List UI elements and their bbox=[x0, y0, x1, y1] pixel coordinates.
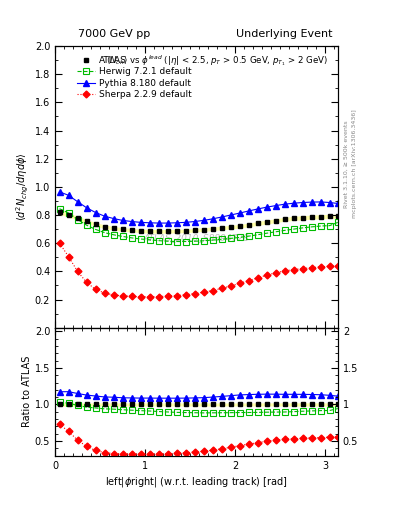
Text: Rivet 3.1.10, ≥ 500k events: Rivet 3.1.10, ≥ 500k events bbox=[344, 120, 349, 208]
Text: mcplots.cern.ch [arXiv:1306.3436]: mcplots.cern.ch [arXiv:1306.3436] bbox=[352, 110, 357, 218]
Y-axis label: $\langle d^2 N_{chg}/d\eta d\phi \rangle$: $\langle d^2 N_{chg}/d\eta d\phi \rangle… bbox=[15, 153, 31, 221]
Y-axis label: Ratio to ATLAS: Ratio to ATLAS bbox=[22, 356, 32, 428]
Legend: ATLAS, Herwig 7.2.1 default, Pythia 8.180 default, Sherpa 2.2.9 default: ATLAS, Herwig 7.2.1 default, Pythia 8.18… bbox=[77, 56, 192, 99]
Text: ATLAS_2010_S8894728: ATLAS_2010_S8894728 bbox=[143, 233, 250, 242]
Text: Underlying Event: Underlying Event bbox=[236, 29, 332, 39]
Text: $\langle N_{ch} \rangle$ vs $\phi^{lead}$ (|$\eta$| < 2.5, $p_T$ > 0.5 GeV, $p_{: $\langle N_{ch} \rangle$ vs $\phi^{lead}… bbox=[106, 53, 328, 68]
X-axis label: left|$\phi$right| (w.r.t. leading track) [rad]: left|$\phi$right| (w.r.t. leading track)… bbox=[105, 475, 288, 489]
Text: 7000 GeV pp: 7000 GeV pp bbox=[78, 29, 150, 39]
